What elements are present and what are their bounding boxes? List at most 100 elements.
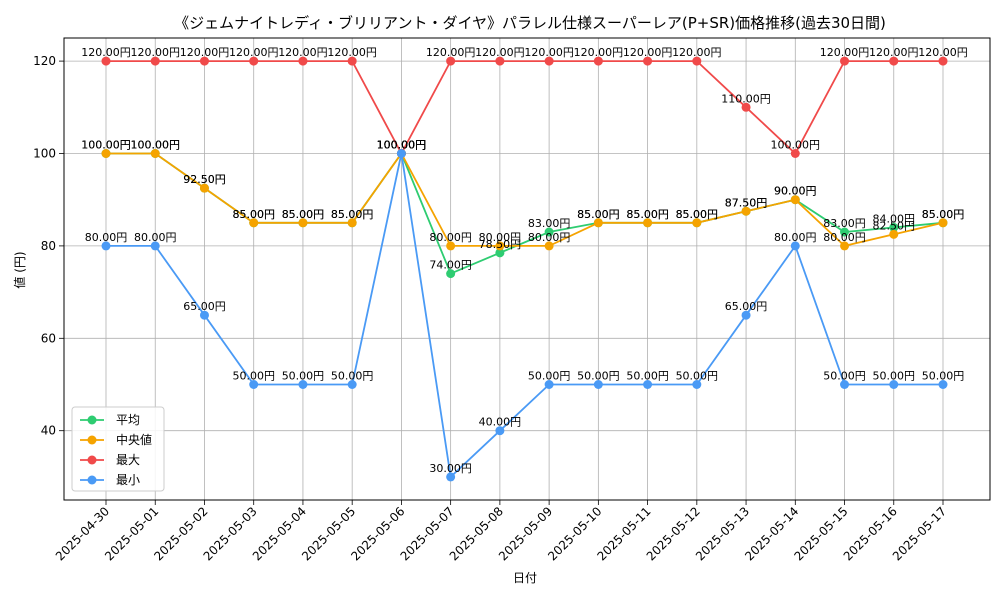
data-point bbox=[692, 380, 702, 389]
data-label: 100.00円 bbox=[377, 139, 427, 152]
series-line bbox=[106, 60, 943, 156]
data-label: 84.00円 bbox=[873, 212, 916, 225]
data-point bbox=[199, 183, 209, 193]
data-label: 85.00円 bbox=[331, 208, 374, 221]
data-point bbox=[199, 310, 209, 320]
data-label: 80.00円 bbox=[429, 231, 472, 244]
legend-label: 最小 bbox=[116, 473, 140, 487]
data-label: 65.00円 bbox=[725, 300, 768, 313]
data-point bbox=[396, 149, 406, 158]
y-tick-label: 100 bbox=[33, 147, 56, 161]
legend-swatch-marker bbox=[87, 415, 97, 425]
data-label: 40.00円 bbox=[479, 416, 522, 429]
data-label: 120.00円 bbox=[475, 46, 525, 59]
data-point bbox=[692, 56, 702, 66]
data-point bbox=[347, 218, 357, 228]
data-label: 50.00円 bbox=[626, 370, 669, 383]
data-label: 120.00円 bbox=[869, 46, 919, 59]
data-point bbox=[495, 426, 505, 436]
data-point bbox=[593, 380, 603, 389]
data-point bbox=[840, 227, 850, 237]
data-point bbox=[150, 149, 160, 158]
data-point bbox=[889, 380, 899, 389]
data-point bbox=[249, 218, 259, 228]
data-label: 82.50円 bbox=[873, 219, 916, 232]
data-point bbox=[446, 269, 456, 279]
data-label: 78.50円 bbox=[479, 238, 522, 251]
y-tick-label: 120 bbox=[33, 54, 56, 68]
data-point bbox=[643, 56, 653, 66]
data-point bbox=[840, 56, 850, 66]
data-label: 100.00円 bbox=[771, 139, 821, 152]
data-point bbox=[446, 472, 456, 482]
data-point bbox=[495, 248, 505, 258]
data-label: 85.00円 bbox=[232, 208, 275, 221]
data-point bbox=[101, 149, 111, 158]
data-label: 100.00円 bbox=[81, 139, 131, 152]
data-label: 110.00円 bbox=[721, 92, 771, 105]
data-point bbox=[249, 380, 259, 389]
data-label: 92.50円 bbox=[183, 173, 226, 186]
data-label: 83.00円 bbox=[528, 217, 571, 230]
data-point bbox=[298, 218, 308, 228]
data-point bbox=[347, 56, 357, 66]
data-point bbox=[446, 56, 456, 66]
data-point bbox=[446, 241, 456, 251]
axes: 2025-04-302025-05-012025-05-022025-05-03… bbox=[33, 37, 991, 563]
data-label: 120.00円 bbox=[130, 46, 180, 59]
data-label: 120.00円 bbox=[918, 46, 968, 59]
data-label: 85.00円 bbox=[626, 208, 669, 221]
x-axis-title: 日付 bbox=[513, 571, 537, 585]
data-label: 120.00円 bbox=[672, 46, 722, 59]
data-point bbox=[889, 229, 899, 239]
data-point bbox=[347, 380, 357, 389]
data-point bbox=[544, 56, 554, 66]
data-label: 80.00円 bbox=[528, 231, 571, 244]
data-label: 50.00円 bbox=[922, 370, 965, 383]
data-point bbox=[643, 218, 653, 228]
data-label: 80.00円 bbox=[134, 231, 177, 244]
data-point bbox=[249, 56, 259, 66]
data-label: 30.00円 bbox=[429, 462, 472, 475]
data-point bbox=[101, 241, 111, 251]
data-label: 120.00円 bbox=[623, 46, 673, 59]
legend-swatch-marker bbox=[87, 475, 97, 485]
y-axis-title: 値 (円) bbox=[12, 251, 27, 288]
data-label: 83.00円 bbox=[823, 217, 866, 230]
legend-label: 平均 bbox=[116, 413, 140, 427]
data-point bbox=[938, 56, 948, 66]
data-label: 87.50円 bbox=[725, 196, 768, 209]
data-label: 80.00円 bbox=[774, 231, 817, 244]
data-label: 85.00円 bbox=[676, 208, 719, 221]
legend-label: 最大 bbox=[116, 453, 140, 467]
data-point bbox=[840, 380, 850, 389]
data-point bbox=[298, 380, 308, 389]
data-label: 65.00円 bbox=[183, 300, 226, 313]
data-point bbox=[741, 206, 751, 216]
data-label: 90.00円 bbox=[774, 185, 817, 198]
data-point bbox=[150, 56, 160, 66]
data-label: 85.00円 bbox=[232, 208, 275, 221]
data-label: 85.00円 bbox=[331, 208, 374, 221]
data-label: 100.00円 bbox=[130, 139, 180, 152]
plot-frame bbox=[63, 37, 991, 501]
data-label: 80.00円 bbox=[479, 231, 522, 244]
data-point bbox=[495, 241, 505, 251]
data-point bbox=[889, 222, 899, 232]
data-point bbox=[741, 310, 751, 320]
data-label: 120.00円 bbox=[278, 46, 328, 59]
legend-label: 中央値 bbox=[116, 432, 152, 447]
data-point bbox=[593, 218, 603, 228]
data-label: 85.00円 bbox=[626, 208, 669, 221]
data-point bbox=[938, 218, 948, 228]
data-label: 87.50円 bbox=[725, 196, 768, 209]
data-label: 120.00円 bbox=[426, 46, 476, 59]
data-point bbox=[544, 241, 554, 251]
data-label: 120.00円 bbox=[820, 46, 870, 59]
chart-title: 《ジェムナイトレディ・ブリリアント・ダイヤ》パラレル仕様スーパーレア(P+SR)… bbox=[174, 14, 886, 32]
data-point bbox=[544, 227, 554, 237]
data-label: 120.00円 bbox=[229, 46, 279, 59]
legend-swatch-marker bbox=[87, 435, 97, 445]
